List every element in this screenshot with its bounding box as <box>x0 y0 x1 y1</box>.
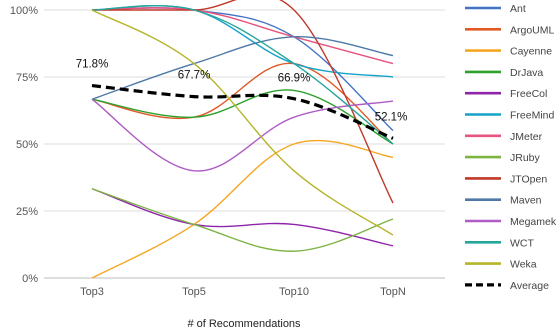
y-axis-tick-labels: 0% 25% 50% 75% 100% <box>10 5 38 285</box>
x-tick-label: Top5 <box>182 286 206 298</box>
x-tick-label: Top3 <box>80 286 104 298</box>
legend-label-freemind: FreeMind <box>510 110 555 122</box>
series-line-jtopen <box>91 0 394 204</box>
series-line-cayenne <box>91 139 394 279</box>
x-tick-label: TopN <box>380 286 406 298</box>
series-line-argouml <box>91 62 394 145</box>
series-line-maven <box>91 36 394 100</box>
x-tick-label: Top10 <box>279 286 309 298</box>
legend-label-freecol: FreeCol <box>510 88 547 100</box>
legend-label-cayenne: Cayenne <box>510 46 552 58</box>
series-line-jmeter <box>91 7 394 65</box>
legend-label-wct: WCT <box>510 237 534 249</box>
legend-label-average: Average <box>510 280 549 292</box>
x-axis-title: # of Recommendations <box>187 318 301 330</box>
series-line-wct <box>91 5 394 145</box>
average-value-label: 66.9% <box>278 73 311 85</box>
legend-label-jruby: JRuby <box>510 152 541 164</box>
y-tick-label: 50% <box>16 139 38 151</box>
y-tick-label: 75% <box>16 72 38 84</box>
legend-label-jmeter: JMeter <box>510 131 543 143</box>
y-tick-label: 0% <box>22 273 38 285</box>
average-value-label: 67.7% <box>178 70 211 82</box>
legend-label-drjava: DrJava <box>510 67 543 79</box>
series-line-jruby <box>91 188 394 252</box>
average-value-label: 52.1% <box>375 111 408 123</box>
y-tick-label: 100% <box>10 5 38 17</box>
legend-label-weka: Weka <box>510 259 537 271</box>
legend-label-argouml: ArgoUML <box>510 24 555 36</box>
series-line-freecol <box>91 188 394 247</box>
series-line-megamek <box>91 98 394 172</box>
average-annotations: 71.8% 67.7% 66.9% 52.1% <box>76 59 408 124</box>
legend-label-megamek: Megamek <box>510 216 557 228</box>
legend-label-maven: Maven <box>510 195 542 207</box>
series-lines <box>91 0 394 279</box>
legend-label-ant: Ant <box>510 3 526 15</box>
legend-label-jtopen: JTOpen <box>510 173 547 185</box>
y-tick-label: 25% <box>16 206 38 218</box>
series-line-average <box>91 83 394 140</box>
gridlines <box>44 9 445 279</box>
average-value-label: 71.8% <box>76 59 109 71</box>
x-axis-tick-labels: Top3 Top5 Top10 TopN <box>80 286 406 298</box>
legend: Ant ArgoUML Cayenne DrJava FreeCol FreeMind JM… <box>465 3 557 292</box>
series-line-weka <box>91 9 394 236</box>
series-line-drjava <box>91 89 394 145</box>
